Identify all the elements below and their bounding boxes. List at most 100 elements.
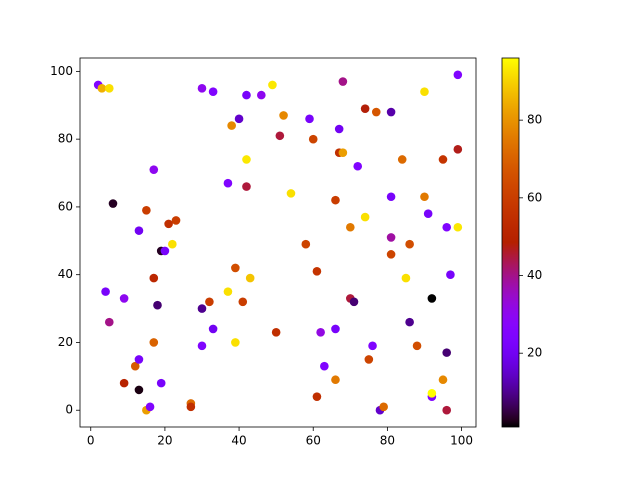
point	[149, 165, 159, 174]
x-tick-label: 80	[380, 434, 395, 448]
point	[371, 107, 381, 117]
point	[386, 192, 396, 202]
point	[149, 273, 159, 283]
point	[142, 206, 151, 215]
point	[134, 355, 144, 364]
point	[438, 155, 448, 164]
point	[186, 402, 196, 412]
point	[205, 297, 214, 307]
point	[149, 338, 159, 347]
point	[420, 87, 429, 97]
point	[145, 402, 155, 412]
point	[364, 355, 374, 364]
y-tick-label: 80	[58, 132, 73, 146]
point	[353, 161, 363, 171]
point	[271, 327, 281, 337]
point	[397, 155, 407, 164]
colorbar-tick-label: 40	[527, 268, 542, 282]
point	[379, 402, 388, 412]
point	[108, 199, 118, 208]
point	[331, 195, 340, 205]
point	[242, 182, 251, 191]
point	[268, 80, 277, 90]
point	[231, 338, 240, 347]
point	[360, 212, 370, 222]
point	[423, 209, 433, 218]
point	[104, 84, 114, 93]
point	[360, 104, 370, 113]
point	[119, 378, 129, 388]
colorbar-tick-label: 20	[527, 346, 542, 360]
point	[346, 222, 355, 232]
point	[223, 287, 233, 296]
point	[238, 297, 248, 307]
point	[349, 297, 359, 307]
y-tick-label: 40	[58, 267, 73, 281]
point	[223, 178, 233, 188]
colorbar-tick-label: 60	[527, 190, 542, 204]
point	[427, 388, 437, 398]
point	[338, 77, 348, 86]
y-tick-label: 20	[58, 335, 73, 349]
point	[401, 273, 411, 283]
point	[312, 267, 322, 276]
point	[197, 341, 207, 351]
point	[245, 273, 255, 283]
x-tick-label: 40	[231, 434, 246, 448]
point	[438, 375, 448, 385]
point	[160, 246, 170, 256]
point	[168, 239, 177, 249]
point	[412, 341, 422, 351]
point	[334, 124, 344, 134]
point	[453, 70, 463, 80]
x-tick-label: 0	[87, 434, 95, 448]
point	[208, 87, 218, 97]
point	[368, 341, 377, 351]
point	[453, 145, 463, 154]
point	[427, 294, 437, 303]
point	[453, 222, 463, 232]
point	[101, 287, 110, 296]
point	[242, 90, 251, 100]
y-tick-label: 100	[50, 64, 73, 78]
point	[197, 304, 207, 313]
point	[275, 131, 285, 141]
point	[316, 327, 325, 337]
point	[386, 107, 396, 117]
point	[308, 134, 318, 144]
point	[208, 324, 218, 334]
point	[320, 361, 329, 371]
colorbar-tick-label: 80	[527, 113, 542, 127]
point	[164, 219, 173, 229]
point	[405, 239, 414, 249]
point	[242, 155, 251, 164]
point	[134, 385, 144, 395]
point	[405, 317, 414, 327]
point	[301, 239, 311, 249]
point	[257, 90, 266, 100]
point	[338, 148, 348, 158]
point	[234, 114, 244, 124]
y-tick-label: 0	[65, 403, 73, 417]
point	[312, 392, 322, 401]
point	[331, 324, 340, 334]
point	[286, 189, 296, 198]
point	[134, 226, 144, 235]
x-tick-label: 60	[306, 434, 321, 448]
point	[446, 270, 455, 279]
x-tick-label: 20	[157, 434, 172, 448]
colorbar	[502, 58, 519, 427]
point	[119, 294, 129, 303]
point	[130, 361, 140, 371]
point	[231, 263, 240, 273]
point	[156, 378, 166, 388]
point	[331, 375, 340, 385]
point	[420, 192, 429, 202]
point	[442, 222, 452, 232]
plot-frame	[79, 57, 477, 428]
point	[442, 348, 452, 357]
point	[97, 84, 107, 93]
x-tick-label: 100	[450, 434, 473, 448]
point	[386, 250, 396, 259]
